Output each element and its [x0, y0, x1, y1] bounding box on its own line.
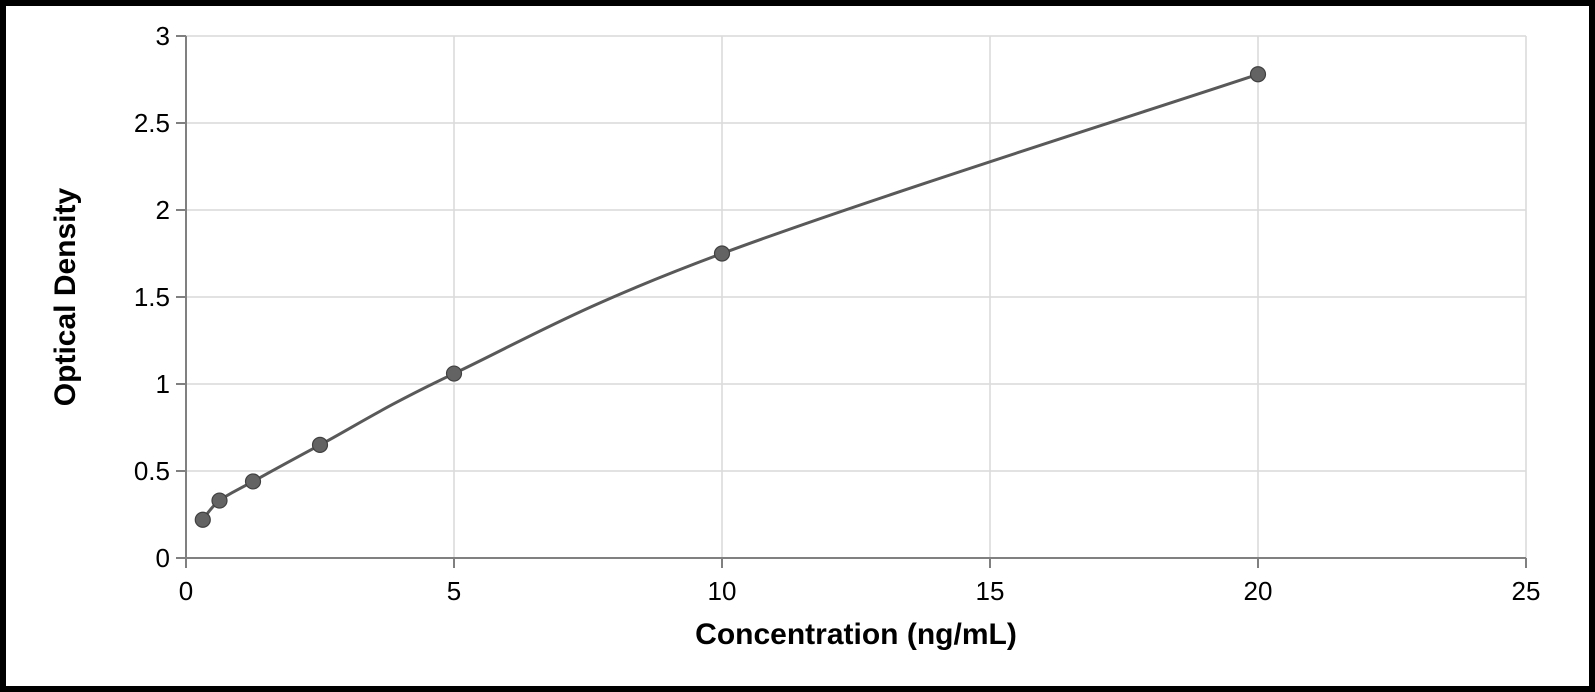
data-point — [313, 437, 328, 452]
x-axis-title: Concentration (ng/mL) — [695, 618, 1017, 651]
chart-container: 0 5 10 15 20 25 0 0.5 1 1.5 2 2.5 3 Concentration (ng… — [41, 24, 1554, 668]
data-point — [212, 493, 227, 508]
x-tick-label: 10 — [708, 576, 737, 606]
x-tick-label: 20 — [1244, 576, 1273, 606]
chart-outer-frame: 0 5 10 15 20 25 0 0.5 1 1.5 2 2.5 3 Concentration (ng… — [0, 0, 1595, 692]
y-tick-label: 0.5 — [134, 456, 170, 486]
y-axis-title: Optical Density — [49, 187, 82, 406]
data-point — [246, 474, 261, 489]
data-point — [1251, 67, 1266, 82]
y-tick-label: 0 — [156, 543, 170, 573]
x-tick-label: 5 — [447, 576, 461, 606]
x-tick-label: 15 — [976, 576, 1005, 606]
y-tick-label: 1 — [156, 369, 170, 399]
data-point — [195, 512, 210, 527]
data-point — [715, 246, 730, 261]
y-tick-label: 2 — [156, 195, 170, 225]
y-tick-label: 3 — [156, 24, 170, 51]
y-tick-label: 2.5 — [134, 108, 170, 138]
y-tick-label: 1.5 — [134, 282, 170, 312]
x-tick-label: 25 — [1512, 576, 1541, 606]
chart-svg: 0 5 10 15 20 25 0 0.5 1 1.5 2 2.5 3 Concentration (ng… — [41, 24, 1554, 668]
data-point — [447, 366, 462, 381]
x-tick-label: 0 — [179, 576, 193, 606]
